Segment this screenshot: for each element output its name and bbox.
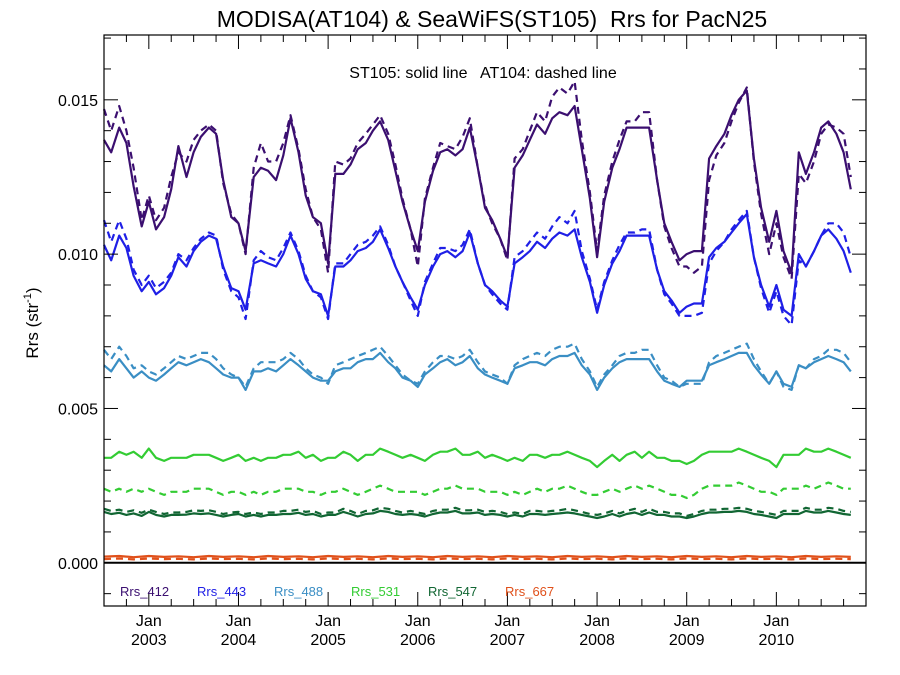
legend-rrs-443: Rrs_443 <box>197 584 246 599</box>
y-tick-label: 0.000 <box>58 556 98 573</box>
rrs-547-solid-line <box>103 509 851 520</box>
rrs-667-dashed-line <box>103 557 851 561</box>
series-layer <box>102 80 852 561</box>
plot-frame <box>103 34 867 607</box>
y-tick-label: 0.005 <box>58 401 98 418</box>
rrs-443-dashed-line <box>102 209 852 327</box>
rrs-531-dashed-line <box>103 481 851 500</box>
x-tick-year-label: 2005 <box>310 632 346 649</box>
x-tick-month-label: Jan <box>495 613 521 630</box>
x-tick-year-label: 2006 <box>400 632 436 649</box>
x-tick-year-label: 2008 <box>579 632 615 649</box>
rrs-412-dashed-line <box>102 80 852 280</box>
line-style-annotation: ST105: solid line AT104: dashed line <box>349 65 617 82</box>
x-tick-month-label: Jan <box>226 613 252 630</box>
legend-rrs-547: Rrs_547 <box>428 584 477 599</box>
y-axis-label-main: Rrs (str <box>23 303 42 359</box>
y-axis-label-close: ) <box>23 287 42 293</box>
legend-rrs-667: Rrs_667 <box>505 584 554 599</box>
x-tick-month-label: Jan <box>315 613 341 630</box>
rrs-667-solid-line <box>103 554 851 559</box>
rrs-488-dashed-line <box>103 342 852 391</box>
x-tick-year-label: 2004 <box>221 632 257 649</box>
x-tick-month-label: Jan <box>674 613 700 630</box>
x-tick-month-label: Jan <box>405 613 431 630</box>
y-tick-label: 0.015 <box>58 93 98 110</box>
x-tick-year-label: 2007 <box>490 632 526 649</box>
rrs-488-solid-line <box>103 351 852 391</box>
y-tick-label: 0.010 <box>58 247 98 264</box>
rrs-531-solid-line <box>104 447 852 469</box>
legend-rrs-412: Rrs_412 <box>120 584 169 599</box>
x-tick-month-label: Jan <box>584 613 610 630</box>
legend: Rrs_412 Rrs_443 Rrs_488 Rrs_531 Rrs_547 Rrs_6… <box>120 584 554 599</box>
legend-rrs-488: Rrs_488 <box>274 584 323 599</box>
rrs-443-solid-line <box>103 212 852 317</box>
x-tick-year-label: 2009 <box>669 632 705 649</box>
x-tick-month-label: Jan <box>136 613 162 630</box>
rrs-412-solid-line <box>103 89 852 274</box>
x-tick-year-label: 2010 <box>759 632 795 649</box>
axes-layer: 0.000 0.005 0.010 0.015 Jan 2003 Jan 2004 Jan 200… <box>58 34 867 649</box>
y-axis-label: Rrs (str-1) <box>22 287 42 358</box>
legend-rrs-531: Rrs_531 <box>351 584 400 599</box>
chart-title: MODISA(AT104) & SeaWiFS(ST105) Rrs for P… <box>217 6 767 32</box>
y-axis-label-superscript: -1 <box>22 293 34 303</box>
x-tick-year-label: 2003 <box>131 632 167 649</box>
rrs-547-dashed-line <box>103 506 851 518</box>
x-tick-month-label: Jan <box>763 613 789 630</box>
